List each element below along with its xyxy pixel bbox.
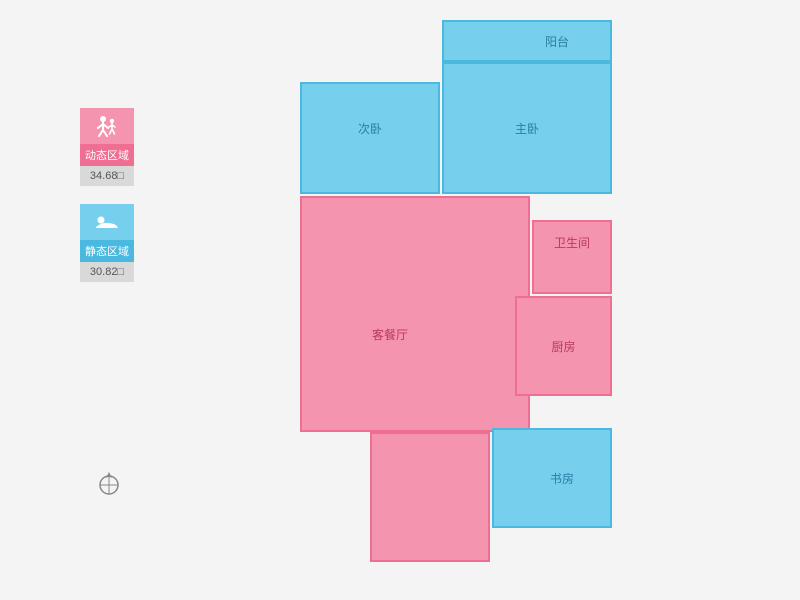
room-label-study: 书房 bbox=[550, 470, 574, 487]
room-corridor bbox=[370, 432, 490, 562]
room-balcony: 阳台 bbox=[442, 20, 612, 62]
room-bathroom: 卫生间 bbox=[532, 220, 612, 294]
room-label-master_bed: 主卧 bbox=[515, 120, 539, 137]
room-label-balcony: 阳台 bbox=[545, 33, 569, 50]
room-secondary_bed: 次卧 bbox=[300, 82, 440, 194]
legend-static-value: 30.82□ bbox=[80, 262, 134, 282]
room-living: 客餐厅 bbox=[300, 196, 530, 432]
room-label-kitchen: 厨房 bbox=[551, 338, 575, 355]
floor-plan: 阳台次卧 主卧客餐厅 卫生间厨房书房 bbox=[300, 20, 640, 580]
legend-dynamic: 动态区域 34.68□ bbox=[80, 108, 134, 186]
room-label-living: 客餐厅 bbox=[372, 326, 408, 343]
compass-icon bbox=[96, 470, 122, 496]
legend-static-label: 静态区域 bbox=[80, 240, 134, 262]
rest-icon bbox=[80, 204, 134, 240]
people-icon bbox=[80, 108, 134, 144]
legend-dynamic-label: 动态区域 bbox=[80, 144, 134, 166]
room-kitchen: 厨房 bbox=[515, 296, 612, 396]
legend-panel: 动态区域 34.68□ 静态区域 30.82□ bbox=[80, 108, 134, 300]
legend-dynamic-value: 34.68□ bbox=[80, 166, 134, 186]
room-label-secondary_bed: 次卧 bbox=[358, 120, 382, 137]
room-master_bed: 主卧 bbox=[442, 62, 612, 194]
legend-static: 静态区域 30.82□ bbox=[80, 204, 134, 282]
room-study: 书房 bbox=[492, 428, 612, 528]
room-label-bathroom: 卫生间 bbox=[554, 234, 590, 251]
